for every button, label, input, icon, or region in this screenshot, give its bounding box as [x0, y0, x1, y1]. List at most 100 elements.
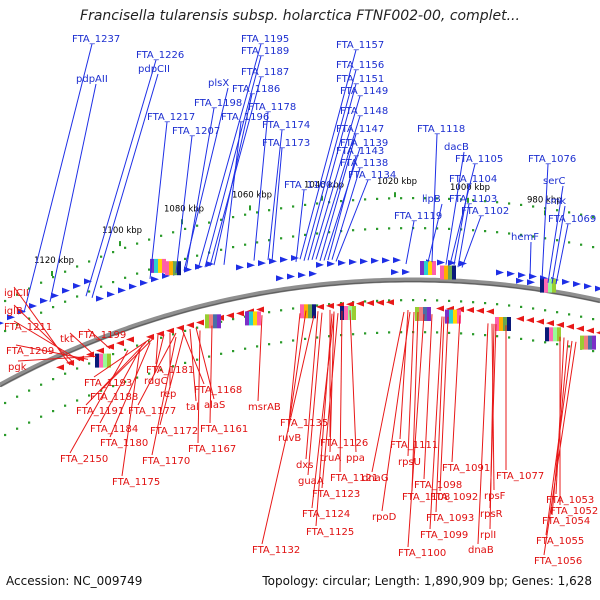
forward-feature-arrow — [518, 272, 526, 279]
forward-feature-arrow — [206, 261, 214, 268]
forward-feature-arrow — [527, 279, 535, 286]
reverse-feature-arrow — [596, 331, 600, 335]
track-dot-1 — [280, 237, 283, 240]
forward-gene-label: FTA_1147 — [336, 124, 384, 135]
track-dot-2 — [316, 304, 319, 307]
forward-gene-label: pdpAII — [76, 74, 108, 85]
track-dot-1 — [508, 232, 511, 235]
reverse-leader-line — [109, 342, 151, 438]
forward-feature-arrow — [327, 260, 335, 267]
annotation-block — [580, 335, 584, 350]
reverse-gene-label: tkt — [60, 334, 74, 345]
forward-leader-line — [85, 59, 157, 297]
reverse-gene-label: FTA_1098 — [414, 480, 462, 491]
track-dot-1 — [484, 230, 487, 233]
track-dot-0 — [292, 205, 295, 208]
reverse-leader-line — [423, 314, 433, 480]
reverse-feature-arrow — [456, 306, 464, 313]
annotation-block — [449, 309, 453, 324]
track-dot-3 — [328, 335, 331, 338]
annotation-block — [592, 335, 596, 350]
reverse-feature-arrow — [326, 302, 334, 309]
forward-feature-arrow — [584, 283, 592, 290]
reverse-feature-arrow — [236, 310, 244, 317]
annotation-block — [257, 311, 261, 326]
track-dot-1 — [556, 239, 559, 242]
reverse-gene-label: FTA_1092 — [430, 492, 478, 503]
track-dot-3 — [64, 404, 67, 407]
forward-feature-arrow — [529, 273, 537, 280]
track-dot-0 — [580, 213, 583, 216]
forward-feature-arrow — [84, 278, 92, 285]
track-dot-1 — [328, 231, 331, 234]
track-dot-1 — [316, 232, 319, 235]
track-dot-2 — [148, 340, 151, 343]
forward-leader-line — [49, 83, 97, 303]
gene-label-layer: FTA_1237 FTA_1226 pdpCII pdpAII plsX FTA_1195… — [4, 34, 598, 567]
reverse-feature-arrow — [186, 322, 194, 329]
track-dot-1 — [244, 243, 247, 246]
reverse-leader-line — [371, 311, 405, 473]
reverse-leader-line — [261, 315, 315, 545]
track-dot-2 — [412, 299, 415, 302]
track-dot-2 — [16, 395, 19, 398]
track-dot-0 — [460, 198, 463, 201]
forward-gene-label: FTA_1237 — [72, 34, 120, 45]
forward-gene-label: hemF — [511, 232, 539, 243]
track-dot-0 — [448, 197, 451, 200]
track-dot-0 — [268, 209, 271, 212]
track-dot-0 — [124, 246, 127, 249]
annotation-block — [584, 335, 588, 350]
forward-gene-label: plsX — [208, 78, 229, 89]
forward-leader-line — [271, 147, 283, 262]
annotation-block — [423, 307, 427, 321]
track-dot-1 — [292, 235, 295, 238]
annotation-block — [249, 311, 253, 326]
reverse-gene-label: rpoD — [372, 512, 397, 523]
annotation-block — [107, 353, 111, 368]
reverse-gene-label: FTA_1135 — [280, 418, 328, 429]
annotation-block — [552, 278, 556, 293]
reverse-gene-label: FTA_1168 — [194, 385, 242, 396]
track-dot-3 — [280, 341, 283, 344]
reverse-leader-line — [381, 311, 411, 512]
annotation-block — [245, 311, 249, 326]
track-dot-3 — [388, 331, 391, 334]
track-dot-3 — [340, 334, 343, 337]
reverse-feature-arrow — [126, 336, 134, 343]
track-dot-2 — [268, 311, 271, 314]
reverse-feature-arrow — [116, 340, 124, 347]
track-dot-1 — [196, 254, 199, 257]
track-dot-2 — [448, 299, 451, 302]
forward-leader-line — [529, 241, 532, 279]
reverse-gene-label: FTA_1111 — [390, 440, 438, 451]
track-dot-3 — [496, 335, 499, 338]
reverse-gene-label: tal — [186, 402, 199, 413]
track-dot-0 — [364, 198, 367, 201]
reverse-feature-arrow — [146, 333, 154, 340]
track-dot-3 — [16, 427, 19, 430]
reverse-gene-label: FTA_1053 — [546, 495, 594, 506]
forward-gene-label: cmk — [545, 196, 566, 207]
forward-leader-line — [457, 203, 470, 268]
annotation-block — [213, 314, 217, 329]
track-dot-1 — [40, 311, 43, 314]
track-dot-3 — [28, 421, 31, 424]
forward-leader-line — [541, 163, 549, 280]
track-dot-3 — [100, 389, 103, 392]
forward-leader-line — [267, 129, 283, 261]
reverse-gene-label: FTA_1191 — [76, 406, 124, 417]
reverse-feature-arrow — [466, 306, 474, 313]
reverse-gene-label: FTA_1172 — [150, 426, 198, 437]
forward-feature-arrow — [140, 279, 148, 286]
reverse-leader-line — [315, 313, 333, 527]
reverse-leader-line — [197, 330, 201, 444]
forward-leader-line — [461, 215, 482, 268]
track-dot-1 — [424, 227, 427, 230]
annotation-block — [544, 278, 548, 293]
forward-gene-label: FTA_1173 — [262, 138, 310, 149]
annotation-block — [103, 353, 107, 368]
reverse-gene-label: rpsU — [398, 457, 421, 468]
forward-gene-label: FTA_1186 — [232, 84, 280, 95]
